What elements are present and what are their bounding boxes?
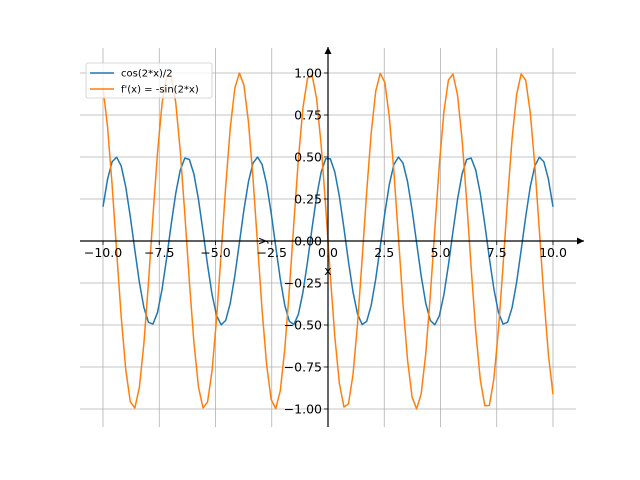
axes [80,47,584,427]
x-tick-label: −10.0 [84,245,122,260]
y-tick-label: 0.50 [294,150,322,165]
y-tick-label: 1.00 [294,66,322,81]
x-tick-label: 2.5 [374,245,394,260]
x-tick-label: −2.5 [257,245,287,260]
x-tick-label: −5.0 [200,245,230,260]
x-tick-label: 10.0 [539,245,567,260]
x-axis-label: x [324,263,331,278]
x-tick-label: 7.5 [487,245,507,260]
y-tick-label: −0.50 [284,318,322,333]
x-axis-arrow [577,237,584,245]
y-tick-label: −0.25 [284,276,322,291]
x-tick-label: 0.0 [318,245,338,260]
legend-label-cos: cos(2*x)/2 [121,69,173,80]
y-tick-label: 0.75 [294,108,322,123]
legend-label-neg-sin: f'(x) = -sin(2*x) [121,85,199,96]
x-tick-label: −7.5 [144,245,174,260]
legend: cos(2*x)/2 f'(x) = -sin(2*x) [85,62,213,99]
tick-labels: −10.0 −7.5 −5.0 −2.5 0.0 2.5 5.0 7.5 10.0 −1.00 −0… [84,66,567,417]
legend-box [85,62,213,99]
y-tick-label: −1.00 [284,402,322,417]
y-axis-label: y [254,237,269,245]
y-axis-arrow [324,47,332,54]
y-tick-label: 0.25 [294,192,322,207]
y-tick-label: −0.75 [284,360,322,375]
y-tick-label: 0.00 [294,234,322,249]
x-tick-label: 5.0 [431,245,451,260]
